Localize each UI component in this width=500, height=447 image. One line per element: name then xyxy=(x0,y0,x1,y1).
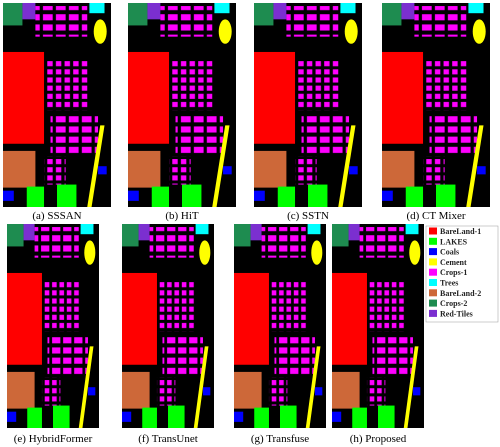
classification-map xyxy=(122,224,214,428)
classification-map xyxy=(7,224,99,428)
classification-map xyxy=(234,224,326,428)
legend-label: BareLand-2 xyxy=(440,289,481,298)
legend-label: Cement xyxy=(440,258,467,267)
panel-caption: (f) TransUnet xyxy=(138,433,198,445)
legend-label: Crops-2 xyxy=(440,299,467,308)
legend-label: Trees xyxy=(440,279,458,288)
legend-swatch xyxy=(429,279,437,286)
legend-swatch xyxy=(429,309,437,317)
legend-label: Coals xyxy=(440,248,459,257)
panel-caption: (g) Transfuse xyxy=(251,433,309,445)
classification-map xyxy=(382,3,490,207)
legend-box xyxy=(425,225,499,323)
legend-swatch xyxy=(429,237,437,245)
legend-swatch xyxy=(429,227,437,235)
legend-label: Red-Tiles xyxy=(440,309,473,318)
legend-swatch xyxy=(429,258,437,266)
panel-caption: (c) SSTN xyxy=(287,210,329,222)
classification-map xyxy=(332,224,424,428)
legend-swatch xyxy=(429,289,437,297)
legend-label: BareLand-1 xyxy=(440,227,481,236)
legend-label: LAKES xyxy=(440,237,468,246)
classification-map xyxy=(254,3,362,207)
classification-map xyxy=(3,3,111,207)
panel-caption: (b) HiT xyxy=(165,210,199,222)
legend-swatch xyxy=(429,248,437,256)
legend-label: Crops-1 xyxy=(440,268,467,277)
panel-caption: (d) CT Mixer xyxy=(406,210,465,222)
panel-caption: (e) HybridFormer xyxy=(14,433,93,445)
classification-map xyxy=(128,3,236,207)
legend-swatch xyxy=(429,299,437,307)
panel-caption: (a) SSSAN xyxy=(32,210,81,222)
panel-caption: (h) Proposed xyxy=(350,433,407,445)
legend-swatch xyxy=(429,268,437,276)
